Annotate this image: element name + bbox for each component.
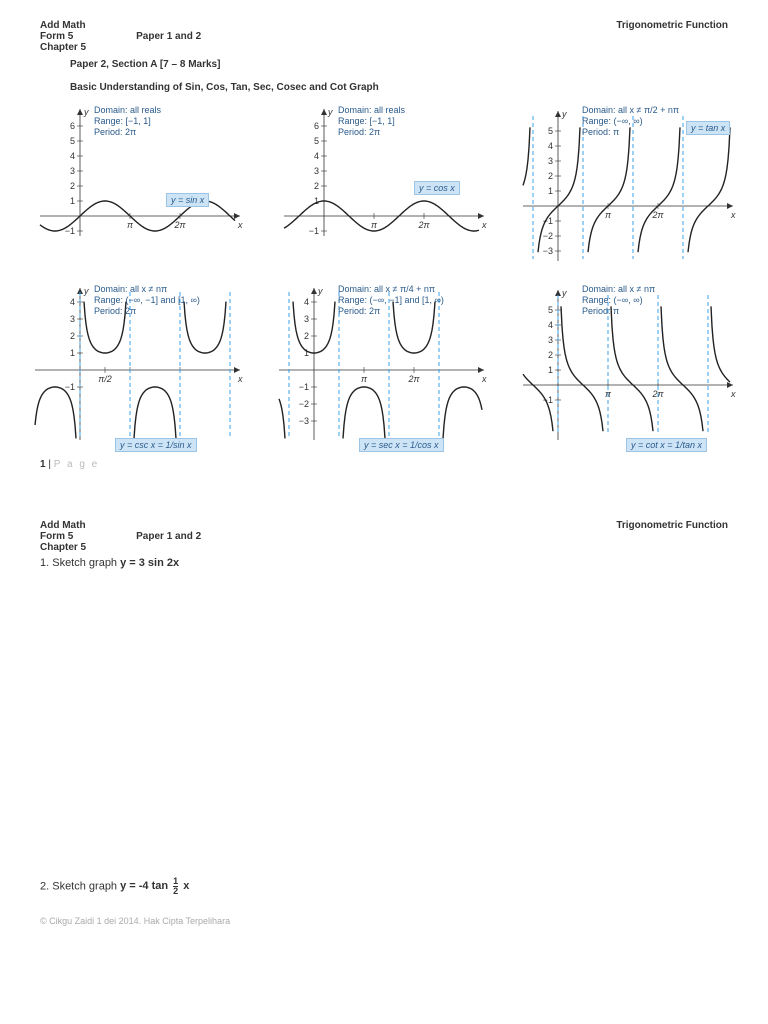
- svg-text:x: x: [481, 374, 487, 384]
- svg-text:y: y: [561, 288, 567, 298]
- graph-csc: y x 1 2 3 4 −1 π/2 Domain: all x ≠ nπRange: (−∞,…: [20, 280, 260, 455]
- svg-text:−2: −2: [543, 231, 553, 241]
- svg-text:4: 4: [70, 151, 75, 161]
- chapter: Chapter 5: [40, 42, 728, 53]
- svg-text:y: y: [83, 107, 89, 117]
- svg-text:6: 6: [314, 121, 319, 131]
- svg-text:5: 5: [70, 136, 75, 146]
- svg-text:x: x: [481, 220, 487, 230]
- subject-2: Add Math: [40, 520, 86, 531]
- svg-text:π: π: [361, 374, 368, 384]
- svg-text:y: y: [317, 286, 323, 296]
- svg-text:π: π: [127, 220, 134, 230]
- svg-text:1: 1: [70, 348, 75, 358]
- svg-text:5: 5: [548, 305, 553, 315]
- svg-text:2π: 2π: [407, 374, 420, 384]
- graph-sec: yx1234−1−2−3π2πDomain: all x ≠ π/4 + nπR…: [264, 280, 504, 455]
- svg-text:−1: −1: [309, 226, 319, 236]
- graph-info: Domain: all realsRange: [−1, 1]Period: 2…: [338, 105, 405, 137]
- form: Form 5: [40, 31, 73, 42]
- equation-label: y = sec x = 1/cos x: [359, 438, 444, 452]
- svg-text:y: y: [327, 107, 333, 117]
- svg-text:π/2: π/2: [98, 374, 112, 384]
- svg-text:4: 4: [70, 297, 75, 307]
- svg-text:3: 3: [548, 335, 553, 345]
- svg-text:3: 3: [548, 156, 553, 166]
- graph-sin: yx123456−1π2πDomain: all realsRange: [−1…: [20, 101, 260, 276]
- svg-text:4: 4: [548, 141, 553, 151]
- svg-text:2π: 2π: [651, 210, 664, 220]
- svg-text:1: 1: [70, 196, 75, 206]
- svg-text:6: 6: [70, 121, 75, 131]
- svg-text:−1: −1: [299, 382, 309, 392]
- graph-info: Domain: all x ≠ nπRange: (−∞, −1] and [1…: [94, 284, 200, 316]
- graph-info: Domain: all x ≠ nπRange: (−∞, ∞)Period: …: [582, 284, 655, 316]
- equation-label: y = sin x: [166, 193, 209, 207]
- chapter-2: Chapter 5: [40, 542, 728, 553]
- svg-text:3: 3: [304, 314, 309, 324]
- svg-text:y: y: [561, 109, 567, 119]
- graph-info: Domain: all x ≠ π/4 + nπRange: (−∞, −1] …: [338, 284, 444, 316]
- svg-text:1: 1: [314, 196, 319, 206]
- equation-label: y = cot x = 1/tan x: [626, 438, 707, 452]
- svg-text:2: 2: [548, 171, 553, 181]
- equation-label: y = csc x = 1/sin x: [115, 438, 197, 452]
- graph-cos: y x 1 2 3 4 5 6 −1 π 2π Domain: all realsRange: [−1…: [264, 101, 504, 276]
- svg-text:x: x: [730, 389, 736, 399]
- page-number: 1 | P a g e: [40, 459, 728, 470]
- svg-text:−3: −3: [543, 246, 553, 256]
- equation-label: y = tan x: [686, 121, 730, 135]
- question-1: 1. Sketch graph y = 3 sin 2x: [40, 557, 728, 569]
- svg-text:−3: −3: [299, 416, 309, 426]
- graph-info: Domain: all realsRange: [−1, 1]Period: 2…: [94, 105, 161, 137]
- svg-text:5: 5: [548, 126, 553, 136]
- equation-label: y = cos x: [414, 181, 460, 195]
- footer: © Cikgu Zaidi 1 dei 2014. Hak Cipta Terp…: [40, 916, 728, 926]
- svg-text:x: x: [237, 220, 243, 230]
- svg-text:−1: −1: [65, 382, 75, 392]
- svg-text:π: π: [371, 220, 378, 230]
- form-2: Form 5: [40, 531, 73, 542]
- section-title: Paper 2, Section A [7 – 8 Marks]: [70, 59, 728, 70]
- topic: Trigonometric Function: [616, 20, 728, 31]
- svg-text:2: 2: [70, 181, 75, 191]
- graph-cot: yx12345−1π2πDomain: all x ≠ nπRange: (−∞…: [508, 280, 748, 455]
- paper: Paper 1 and 2: [136, 31, 201, 42]
- question-2: 2. Sketch graph y = -4 tan 12 x: [40, 877, 728, 896]
- svg-text:1: 1: [548, 365, 553, 375]
- svg-text:−2: −2: [299, 399, 309, 409]
- paper-2: Paper 1 and 2: [136, 531, 201, 542]
- basic-title: Basic Understanding of Sin, Cos, Tan, Se…: [70, 82, 728, 93]
- svg-text:2: 2: [70, 331, 75, 341]
- graph-tan: yx12345−1−2−3π2πDomain: all x ≠ π/2 + nπ…: [508, 101, 748, 276]
- svg-text:4: 4: [314, 151, 319, 161]
- svg-text:3: 3: [70, 166, 75, 176]
- svg-text:2: 2: [304, 331, 309, 341]
- svg-text:x: x: [237, 374, 243, 384]
- svg-text:2π: 2π: [173, 220, 186, 230]
- svg-text:x: x: [730, 210, 736, 220]
- svg-text:2: 2: [314, 181, 319, 191]
- svg-text:3: 3: [314, 166, 319, 176]
- subject: Add Math: [40, 20, 86, 31]
- svg-text:4: 4: [548, 320, 553, 330]
- graph-info: Domain: all x ≠ π/2 + nπRange: (−∞, ∞)Pe…: [582, 105, 679, 137]
- svg-text:5: 5: [314, 136, 319, 146]
- topic-2: Trigonometric Function: [616, 520, 728, 531]
- svg-text:2π: 2π: [417, 220, 430, 230]
- graph-grid: yx123456−1π2πDomain: all realsRange: [−1…: [20, 101, 748, 455]
- svg-text:4: 4: [304, 297, 309, 307]
- svg-text:y: y: [83, 286, 89, 296]
- svg-text:π: π: [605, 210, 612, 220]
- svg-text:2: 2: [548, 350, 553, 360]
- svg-text:1: 1: [548, 186, 553, 196]
- svg-text:3: 3: [70, 314, 75, 324]
